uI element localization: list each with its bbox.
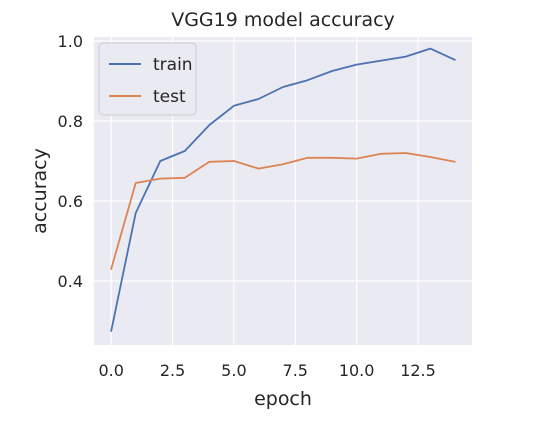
series-layer [110, 47, 456, 332]
legend-label-test: test [153, 87, 186, 107]
x-axis-ticks: 0.0 2.5 5.0 7.5 10.0 12.5 [98, 361, 435, 380]
y-tick-label: 0.8 [58, 112, 83, 131]
x-tick-label: 2.5 [160, 361, 185, 380]
y-tick-label: 0.4 [58, 272, 83, 291]
series-line-test [110, 152, 456, 270]
x-tick-label: 10.0 [339, 361, 375, 380]
chart-title: VGG19 model accuracy [171, 9, 395, 31]
legend: train test [98, 42, 197, 116]
x-tick-label: 12.5 [400, 361, 436, 380]
x-tick-label: 0.0 [98, 361, 123, 380]
y-tick-label: 1.0 [58, 32, 83, 51]
x-tick-label: 5.0 [221, 361, 246, 380]
y-tick-label: 0.6 [58, 192, 83, 211]
grid-lines [94, 37, 472, 345]
series-line-train [110, 47, 456, 332]
legend-label-train: train [153, 55, 193, 75]
y-axis-label: accuracy [29, 148, 51, 234]
x-tick-label: 7.5 [283, 361, 308, 380]
y-axis-ticks: 0.4 0.6 0.8 1.0 [58, 32, 83, 291]
x-axis-label: epoch [254, 388, 312, 410]
